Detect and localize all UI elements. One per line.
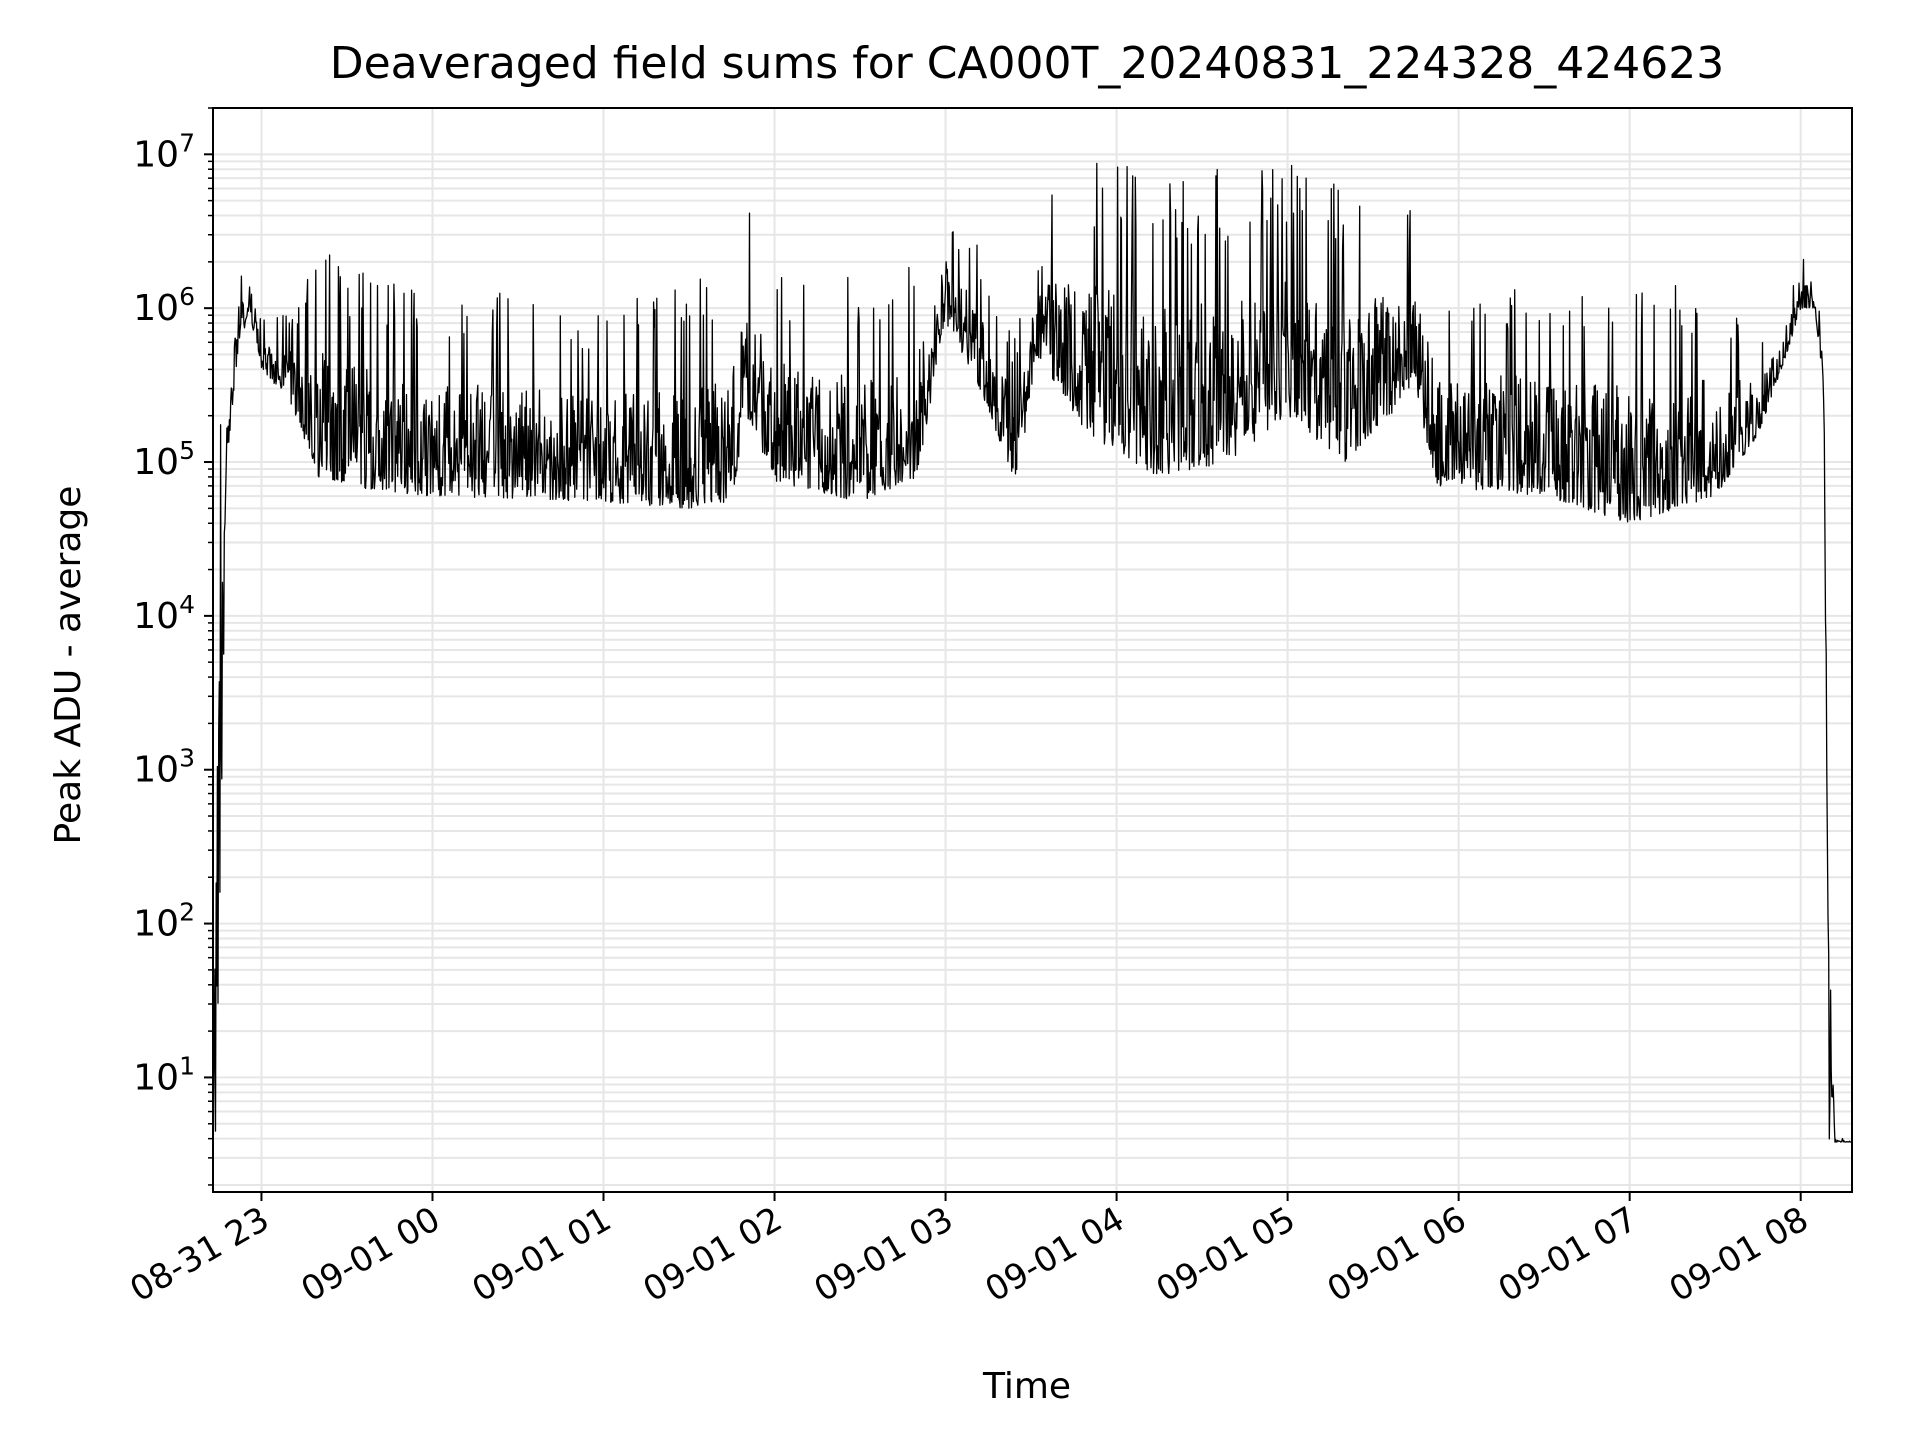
series-line [212, 162, 1853, 1193]
y-tick-label: 102 [133, 898, 195, 945]
y-tick-label: 104 [133, 590, 195, 637]
y-tick-label: 105 [133, 436, 195, 483]
grid-layer [213, 107, 1852, 1192]
x-axis-label: Time [982, 1366, 1071, 1407]
chart-title: Deaveraged field sums for CA000T_2024083… [330, 38, 1725, 89]
y-tick-label: 103 [133, 744, 195, 791]
y-tick-label: 106 [133, 282, 195, 329]
y-tick-label: 101 [133, 1051, 195, 1098]
y-axis-ticks: 101 102 103 104 105 106 107 [133, 107, 213, 1186]
y-axis-label: Peak ADU - average [48, 486, 89, 845]
y-tick-label: 107 [133, 128, 195, 175]
series-layer [212, 162, 1853, 1193]
